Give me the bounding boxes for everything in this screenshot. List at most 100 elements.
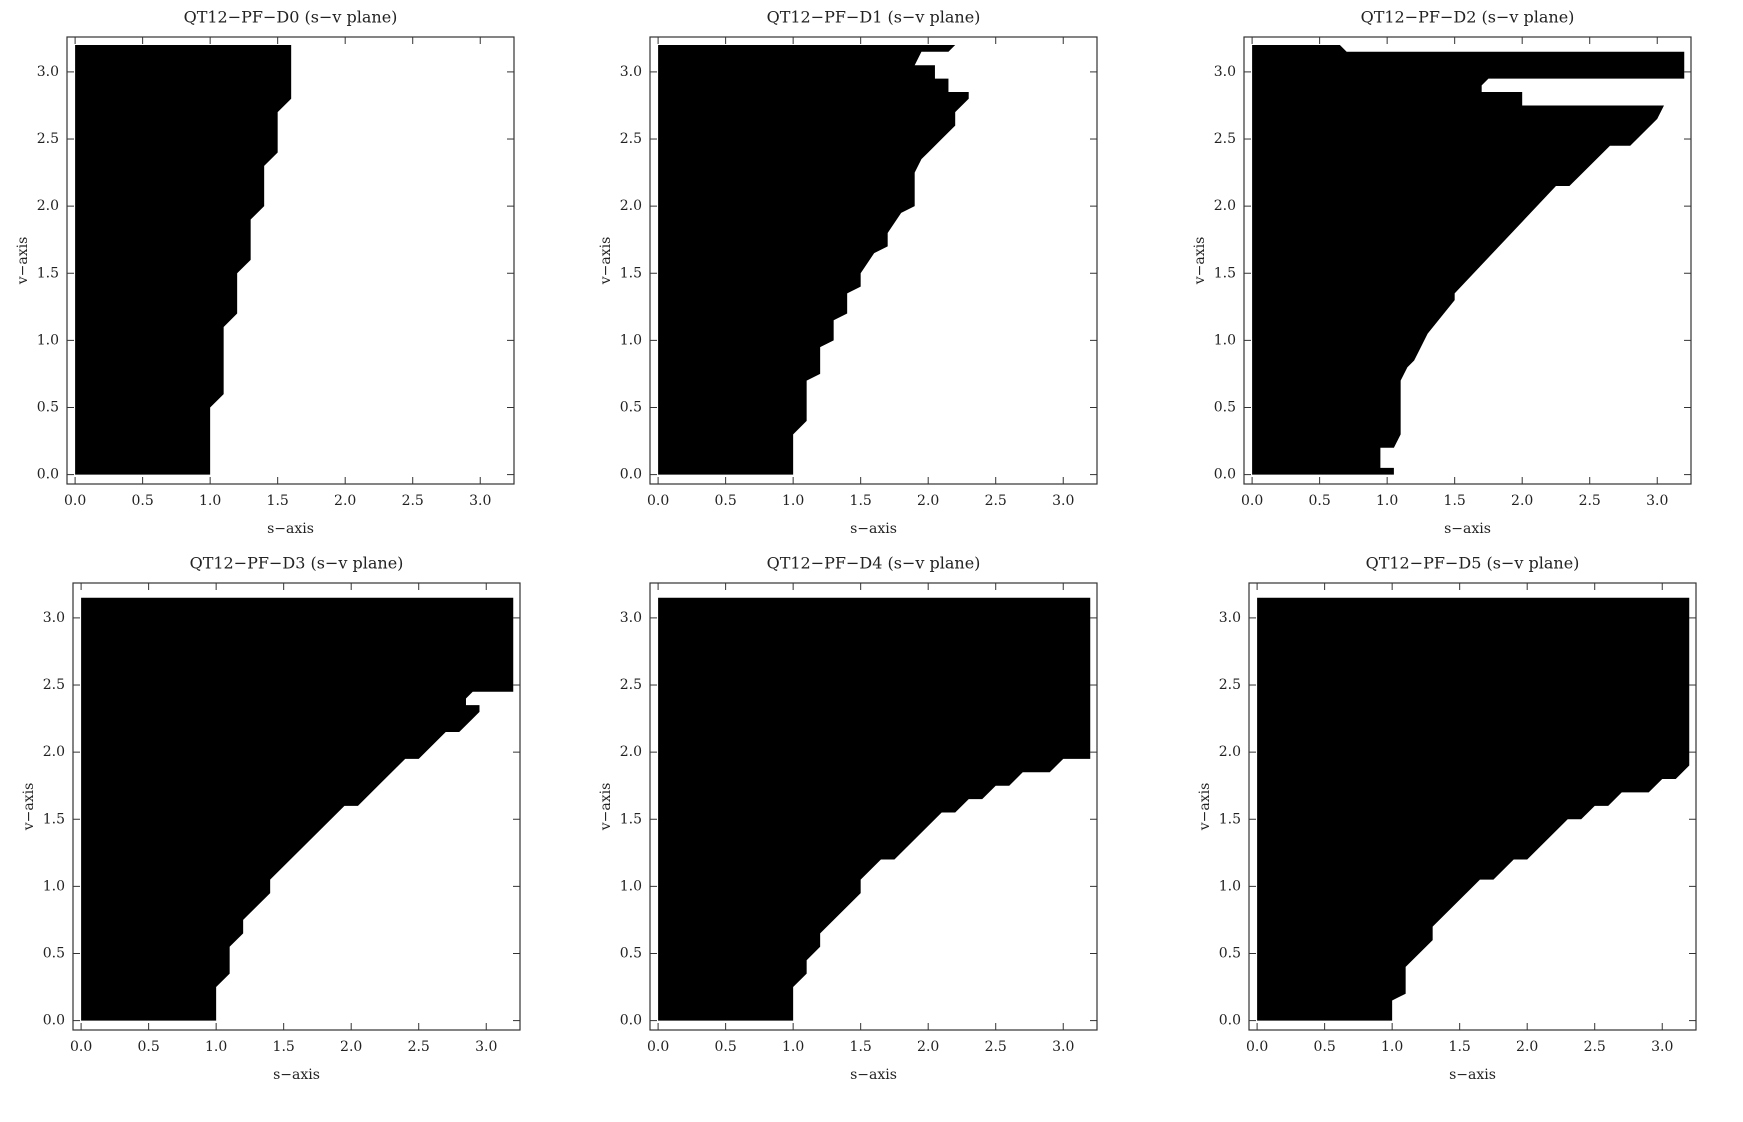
x-tick-label: 1.5 <box>850 493 872 509</box>
region <box>658 45 969 475</box>
x-tick-label: 1.0 <box>199 493 221 509</box>
y-tick-label: 2.0 <box>1219 744 1241 760</box>
y-tick-label: 0.0 <box>620 1013 642 1029</box>
region <box>1257 597 1690 1021</box>
y-tick-label: 2.5 <box>1219 677 1241 693</box>
x-axis-label: s−axis <box>850 1067 897 1083</box>
x-tick-label: 0.0 <box>64 493 86 509</box>
chart-title: QT12−PF−D1 (s−v plane) <box>767 8 981 27</box>
y-tick-label: 0.5 <box>1219 945 1241 961</box>
x-tick-label: 0.5 <box>1313 1039 1335 1055</box>
x-tick-label: 2.0 <box>917 1039 939 1055</box>
panel: 0.0 0.5 1.0 1.5 2.0 2.5 3.0 0.0 0.5 1.0 1.5 2.0 2.5 3… <box>598 8 1098 537</box>
x-axis-label: s−axis <box>1449 1067 1496 1083</box>
x-tick-label: 2.5 <box>985 493 1007 509</box>
chart-title: QT12−PF−D4 (s−v plane) <box>767 554 981 573</box>
y-tick-label: 2.5 <box>1214 131 1236 147</box>
panel: 0.0 0.5 1.0 1.5 2.0 2.5 3.0 0.0 0.5 1.0 1.5 2.0 2.5 3… <box>21 554 521 1083</box>
x-tick-label: 0.0 <box>70 1039 92 1055</box>
plot-frame <box>66 36 515 485</box>
y-tick-label: 1.0 <box>620 878 642 894</box>
x-tick-label: 0.0 <box>1241 493 1263 509</box>
y-tick-label: 3.0 <box>1214 64 1236 80</box>
x-tick-label: 2.0 <box>340 1039 362 1055</box>
y-tick-label: 2.0 <box>43 744 65 760</box>
x-tick-label: 0.5 <box>1308 493 1330 509</box>
y-tick-label: 1.5 <box>1214 265 1236 281</box>
chart-title: QT12−PF−D5 (s−v plane) <box>1366 554 1580 573</box>
x-tick-label: 1.0 <box>782 493 804 509</box>
panel: 0.0 0.5 1.0 1.5 2.0 2.5 3.0 0.0 0.5 1.0 1.5 2.0 2.5 3… <box>598 554 1098 1083</box>
x-tick-label: 0.5 <box>137 1039 159 1055</box>
x-tick-label: 0.0 <box>647 1039 669 1055</box>
x-axis-label: s−axis <box>267 521 314 537</box>
x-tick-label: 1.5 <box>1449 1039 1471 1055</box>
x-tick-label: 2.0 <box>334 493 356 509</box>
y-tick-label: 2.5 <box>43 677 65 693</box>
y-tick-label: 2.5 <box>620 131 642 147</box>
x-tick-label: 1.0 <box>1381 1039 1403 1055</box>
y-tick-label: 0.5 <box>1214 399 1236 415</box>
y-tick-label: 2.0 <box>1214 198 1236 214</box>
x-tick-label: 2.5 <box>1579 493 1601 509</box>
chart-title: QT12−PF−D3 (s−v plane) <box>190 554 404 573</box>
x-tick-label: 2.5 <box>408 1039 430 1055</box>
plot-frame <box>649 582 1098 1031</box>
plot-frame <box>649 36 1098 485</box>
y-tick-label: 1.0 <box>43 878 65 894</box>
y-tick-label: 1.5 <box>37 265 59 281</box>
x-axis-label: s−axis <box>850 521 897 537</box>
x-tick-label: 2.0 <box>917 493 939 509</box>
x-tick-label: 2.0 <box>1511 493 1533 509</box>
y-tick-label: 2.0 <box>620 744 642 760</box>
x-tick-label: 2.5 <box>1584 1039 1606 1055</box>
y-tick-label: 3.0 <box>1219 610 1241 626</box>
y-axis-label: v−axis <box>598 783 614 832</box>
x-tick-label: 0.5 <box>131 493 153 509</box>
y-axis-label: v−axis <box>598 237 614 286</box>
x-tick-label: 3.0 <box>469 493 491 509</box>
y-tick-label: 0.0 <box>1214 467 1236 483</box>
y-tick-label: 1.0 <box>1219 878 1241 894</box>
x-tick-label: 1.5 <box>273 1039 295 1055</box>
y-tick-label: 1.0 <box>37 332 59 348</box>
y-axis-label: v−axis <box>1192 237 1208 286</box>
x-tick-label: 1.0 <box>1376 493 1398 509</box>
chart-title: QT12−PF−D2 (s−v plane) <box>1361 8 1575 27</box>
x-tick-label: 0.0 <box>647 493 669 509</box>
y-tick-label: 0.0 <box>37 467 59 483</box>
plot-frame <box>1248 582 1697 1031</box>
y-axis-label: v−axis <box>21 783 37 832</box>
y-tick-label: 3.0 <box>37 64 59 80</box>
y-tick-label: 0.5 <box>620 399 642 415</box>
y-axis-label: v−axis <box>1197 783 1213 832</box>
region <box>658 597 1091 1021</box>
panel: 0.0 0.5 1.0 1.5 2.0 2.5 3.0 0.0 0.5 1.0 1.5 2.0 2.5 3… <box>1192 8 1692 537</box>
x-tick-label: 1.0 <box>782 1039 804 1055</box>
y-tick-label: 2.5 <box>37 131 59 147</box>
x-tick-label: 1.5 <box>1444 493 1466 509</box>
x-tick-label: 0.0 <box>1246 1039 1268 1055</box>
y-tick-label: 1.0 <box>1214 332 1236 348</box>
y-tick-label: 2.5 <box>620 677 642 693</box>
y-tick-label: 2.0 <box>620 198 642 214</box>
x-tick-label: 0.5 <box>714 493 736 509</box>
x-axis-label: s−axis <box>1444 521 1491 537</box>
region <box>1252 45 1685 475</box>
x-tick-label: 1.5 <box>850 1039 872 1055</box>
y-tick-label: 3.0 <box>620 64 642 80</box>
x-tick-label: 3.0 <box>475 1039 497 1055</box>
y-tick-label: 0.5 <box>43 945 65 961</box>
x-tick-label: 3.0 <box>1651 1039 1673 1055</box>
y-tick-label: 1.5 <box>1219 811 1241 827</box>
y-tick-label: 0.0 <box>1219 1013 1241 1029</box>
plot-frame <box>72 582 521 1031</box>
y-tick-label: 3.0 <box>620 610 642 626</box>
chart-title: QT12−PF−D0 (s−v plane) <box>184 8 398 27</box>
x-tick-label: 3.0 <box>1646 493 1668 509</box>
y-tick-label: 0.5 <box>37 399 59 415</box>
region <box>75 45 292 475</box>
region <box>81 597 514 1021</box>
y-tick-label: 3.0 <box>43 610 65 626</box>
